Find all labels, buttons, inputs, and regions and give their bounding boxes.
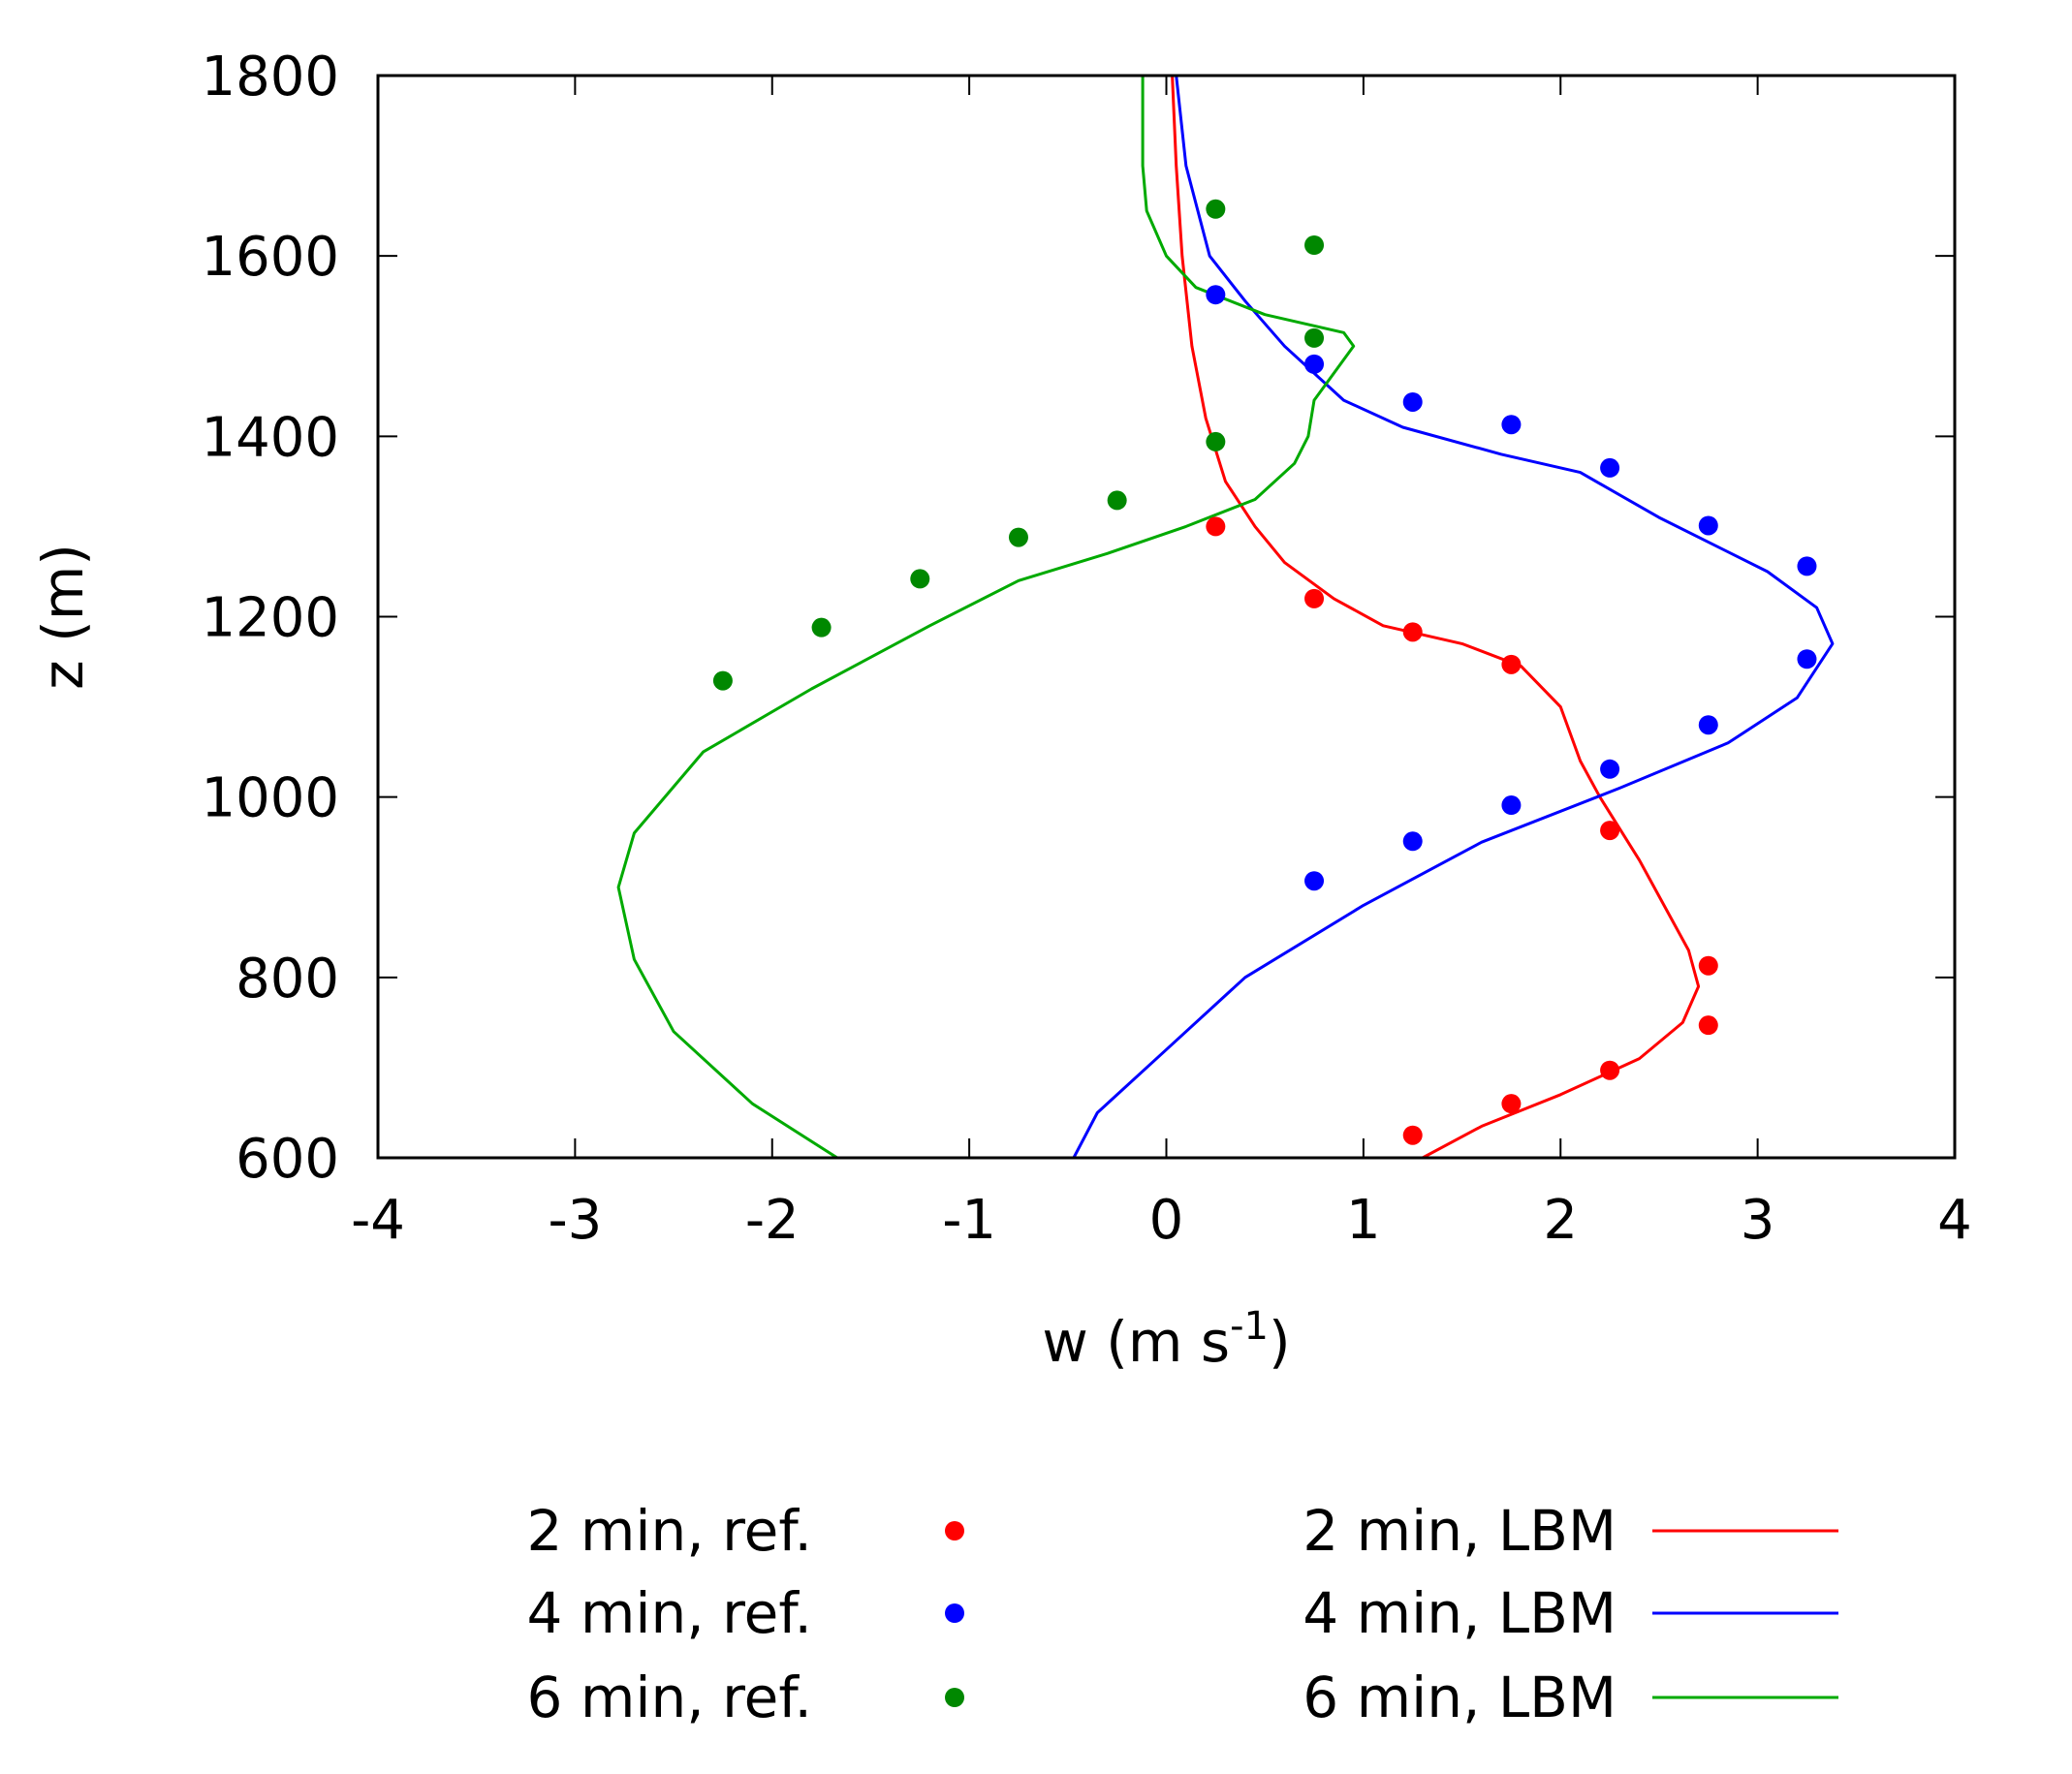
x-axis-title-tail: ) — [1269, 1309, 1291, 1375]
data-point — [811, 617, 832, 638]
y-tick-label: 600 — [235, 1128, 339, 1191]
data-point — [1304, 327, 1325, 348]
x-tick-label: 3 — [1741, 1189, 1775, 1252]
axis-ticks — [377, 75, 1956, 1159]
x-axis-title-sup: -1 — [1230, 1304, 1269, 1349]
data-point — [1206, 285, 1226, 305]
x-tick-label: -4 — [351, 1189, 405, 1252]
data-point — [1600, 457, 1620, 478]
series-lines — [616, 76, 1835, 1158]
data-point — [1402, 622, 1423, 642]
data-point — [1304, 354, 1325, 374]
data-point — [1600, 759, 1620, 779]
data-point — [1402, 391, 1423, 412]
data-point — [1304, 234, 1325, 255]
legend-marker — [945, 1521, 964, 1541]
data-point — [1698, 955, 1718, 976]
axis-tick-labels: -4 -3 -2 -1 0 1 2 3 4 600 800 1000 1200 1400 1600 1800 — [201, 46, 1971, 1252]
data-point — [1304, 588, 1325, 608]
data-point — [1206, 431, 1226, 451]
data-point — [1304, 871, 1325, 891]
legend-label: 2 min, LBM — [1303, 1498, 1617, 1564]
x-tick-label: -3 — [548, 1189, 602, 1252]
legend-label: 4 min, ref. — [527, 1580, 812, 1646]
y-tick-label: 1000 — [201, 767, 339, 830]
data-point — [712, 670, 733, 691]
x-tick-label: -1 — [942, 1189, 996, 1252]
y-tick-label: 1800 — [201, 46, 339, 109]
plot-frame — [376, 74, 1957, 1160]
data-point — [1698, 715, 1718, 735]
data-point — [1501, 654, 1522, 674]
data-point — [1107, 490, 1127, 511]
data-point — [1698, 1015, 1718, 1036]
y-axis-title: z (m) — [30, 544, 96, 690]
legend-label: 6 min, ref. — [527, 1665, 812, 1730]
data-point — [1600, 821, 1620, 841]
data-point — [1600, 1060, 1620, 1080]
legend-label: 6 min, LBM — [1303, 1665, 1617, 1730]
data-point — [1206, 199, 1226, 219]
data-point — [1501, 795, 1522, 816]
x-tick-label: 1 — [1346, 1189, 1381, 1252]
series-points — [712, 199, 1817, 1145]
data-point — [1501, 415, 1522, 435]
legend: 2 min, ref. 4 min, ref. 6 min, ref. 2 min, … — [527, 1498, 1838, 1730]
legend-marker — [945, 1603, 964, 1623]
x-tick-label: -2 — [745, 1189, 800, 1252]
x-axis-title: w (m s-1) — [1042, 1304, 1290, 1375]
series-line-3 — [1171, 76, 1701, 1158]
series-line-4 — [1072, 76, 1835, 1158]
data-point — [1698, 515, 1718, 536]
x-axis-title-base: w (m s — [1042, 1309, 1230, 1375]
legend-marker — [945, 1688, 964, 1707]
y-tick-label: 1200 — [201, 587, 339, 650]
series-line-5 — [616, 76, 1356, 1158]
legend-label: 2 min, ref. — [527, 1498, 812, 1564]
data-point — [1402, 831, 1423, 852]
data-point — [1797, 556, 1817, 576]
x-tick-label: 0 — [1149, 1189, 1184, 1252]
legend-label: 4 min, LBM — [1303, 1580, 1617, 1646]
y-tick-label: 1600 — [201, 226, 339, 289]
data-point — [1206, 516, 1226, 537]
data-point — [1008, 527, 1028, 547]
data-point — [910, 569, 930, 589]
y-tick-label: 800 — [235, 948, 339, 1011]
x-tick-label: 4 — [1937, 1189, 1972, 1252]
data-point — [1501, 1094, 1522, 1114]
data-point — [1402, 1125, 1423, 1145]
y-tick-label: 1400 — [201, 406, 339, 469]
data-point — [1797, 649, 1817, 669]
x-tick-label: 2 — [1543, 1189, 1578, 1252]
